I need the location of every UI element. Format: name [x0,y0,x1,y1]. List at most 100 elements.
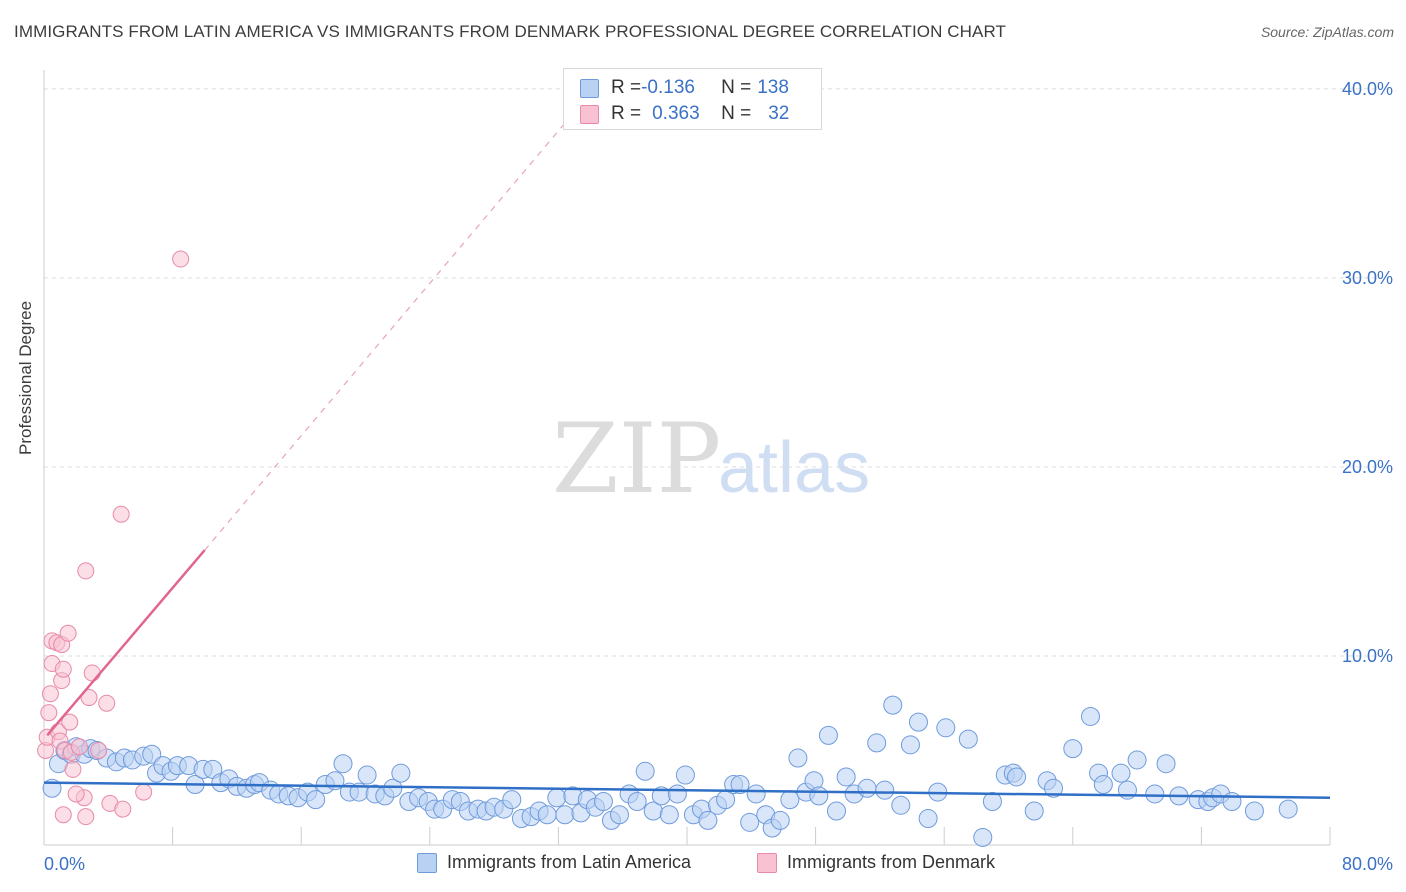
latin-america-point [958,729,978,749]
latin-america-point [982,792,1002,812]
latin-america-point [1093,775,1113,795]
denmark-point [90,741,108,759]
denmark-point [83,664,101,682]
latin-america-point [875,780,895,800]
tick-labels: 10.0% 20.0% 30.0% 40.0% 0.0% 80.0% [44,79,1393,874]
latin-america-point [635,761,655,781]
latin-america-point [788,748,808,768]
denmark-point [114,800,132,818]
latin-america-trend-line [43,781,1331,799]
denmark-points [37,250,190,826]
denmark-point [40,704,58,722]
latin-america-point [391,763,411,783]
trend-lines [43,82,1331,799]
legend-r-value: -0.136 [641,77,695,98]
latin-america-point [918,809,938,829]
latin-america-point [306,790,326,810]
latin-america-point [1156,754,1176,774]
denmark-trend-line [46,549,206,737]
x-tick-label: 80.0% [1342,854,1393,874]
denmark-point [77,808,95,826]
watermark-zip: ZIP [552,403,721,515]
latin-america-point [1063,739,1083,759]
legend-r-label: R = [611,103,642,124]
denmark-point [59,624,77,642]
bottom-legend-label: Immigrants from Denmark [787,852,996,872]
denmark-point [54,660,72,678]
latin-america-point [1278,799,1298,819]
latin-america-point [746,784,766,804]
latin-america-point [809,786,829,806]
latin-america-point [730,775,750,795]
denmark-point [80,689,98,707]
y-tick-label: 30.0% [1342,268,1393,288]
denmark-point [172,250,190,268]
latin-america-point [891,795,911,815]
latin-america-point [555,805,575,825]
denmark-point [98,694,116,712]
watermark-atlas: atlas [718,428,870,508]
legend-swatch-blue [580,78,599,98]
y-tick-label: 20.0% [1342,457,1393,477]
y-tick-label: 40.0% [1342,79,1393,99]
latin-america-point [659,805,679,825]
bottom-legend-swatch-blue [417,852,437,873]
latin-america-point [593,792,613,812]
latin-america-point [627,792,647,812]
latin-america-point [1222,792,1242,812]
legend-r-label: R = [611,77,642,98]
latin-america-point [818,725,838,745]
latin-america-point [1111,763,1131,783]
latin-america-point [883,695,903,715]
latin-america-point [900,735,920,755]
latin-america-point [609,805,629,825]
latin-america-point [826,801,846,821]
latin-america-point [770,810,790,830]
bottom-legend-denmark: Immigrants from Denmark [757,852,995,873]
latin-america-point [936,718,956,738]
denmark-trend-extension [204,82,600,551]
legend-n-label: N = [721,77,752,98]
legend-swatch-pink [580,104,599,124]
y-tick-label: 10.0% [1342,646,1393,666]
chart-title: IMMIGRANTS FROM LATIN AMERICA VS IMMIGRA… [14,22,1007,41]
latin-america-point [973,827,993,847]
gridlines [44,88,1380,657]
legend-row-latin-america: R = -0.136 N = 138 [580,76,789,100]
denmark-point [70,738,88,756]
latin-america-point [857,778,877,798]
denmark-point [61,713,79,731]
latin-america-point [502,790,522,810]
denmark-point [67,785,85,803]
denmark-point [135,783,153,801]
latin-america-point [1127,750,1147,770]
latin-america-point [1044,778,1064,798]
latin-america-point [780,790,800,810]
latin-america-point [383,778,403,798]
bottom-legend-swatch-pink [757,852,777,873]
latin-america-point [1080,706,1100,726]
latin-america-point [667,784,687,804]
latin-america-point [740,812,760,832]
bottom-legend-label: Immigrants from Latin America [447,852,692,872]
source-label: Source: ZipAtlas.com [1260,24,1394,40]
latin-america-point [867,733,887,753]
latin-america-point [698,810,718,830]
legend-n-value: 32 [768,103,790,124]
denmark-point [112,505,130,523]
latin-america-point [537,805,557,825]
latin-america-point [836,767,856,787]
legend-n-value: 138 [757,77,789,98]
denmark-point [64,760,82,778]
latin-america-point [1145,784,1165,804]
denmark-point [54,806,72,824]
denmark-point [77,562,95,580]
watermark: ZIP atlas [552,403,870,515]
legend-n-label: N = [721,103,752,124]
correlation-legend: R = -0.136 N = 138 R = 0.363 N = 32 [563,68,822,130]
latin-america-point [675,765,695,785]
latin-america-point [142,744,162,764]
latin-america-point [333,754,353,774]
y-axis-label: Professional Degree [16,300,35,455]
